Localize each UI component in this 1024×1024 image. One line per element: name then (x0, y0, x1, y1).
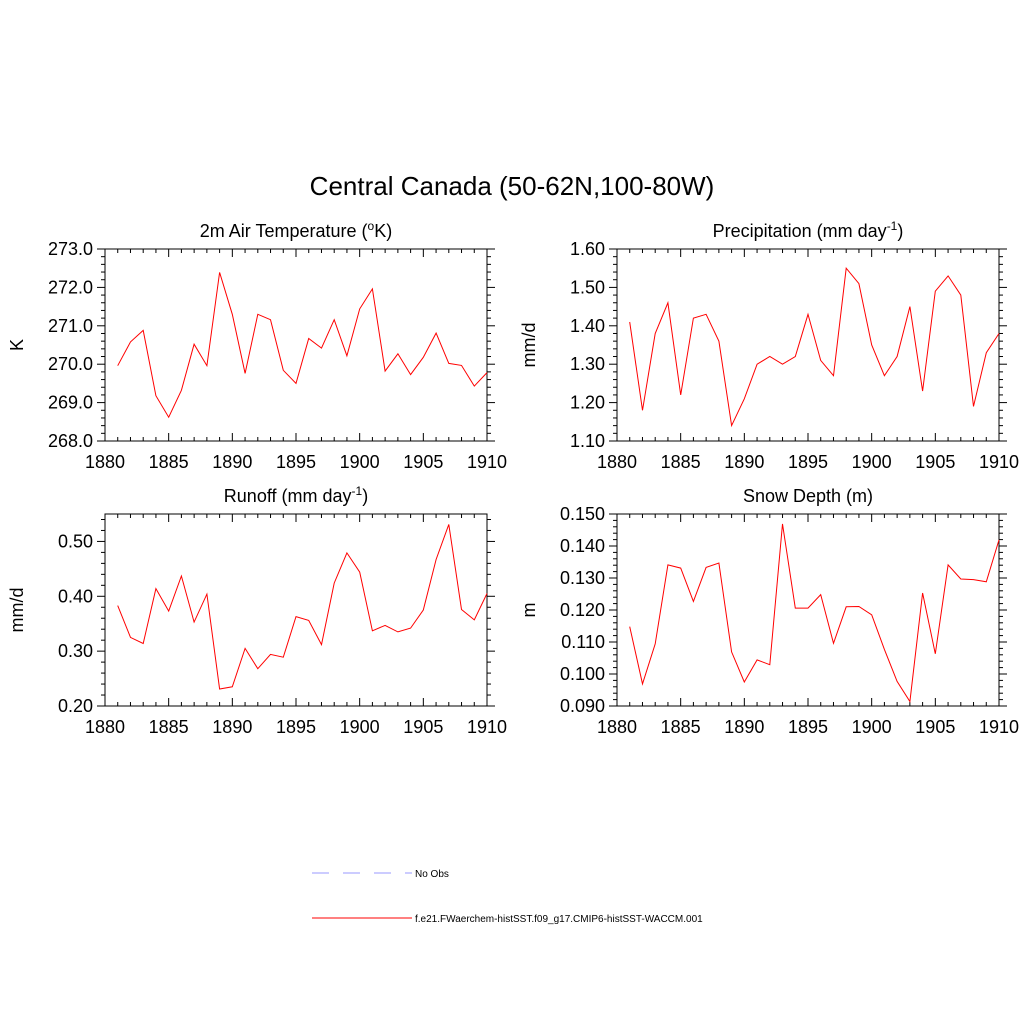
x-tick-label: 1885 (661, 717, 701, 737)
x-tick-label: 1895 (276, 717, 316, 737)
panel-title-superscript: -1 (887, 219, 898, 233)
y-tick-label: 0.120 (560, 600, 605, 620)
y-tick-label: 0.140 (560, 536, 605, 556)
x-tick-label: 1910 (979, 452, 1019, 472)
x-tick-label: 1890 (212, 452, 252, 472)
panel-title: Snow Depth (m) (743, 486, 873, 506)
x-tick-label: 1880 (85, 452, 125, 472)
y-tick-label: 0.110 (561, 632, 605, 652)
series-line (117, 272, 488, 419)
panel-title-main: Runoff (mm day (224, 486, 352, 506)
panel-title-rest: K) (374, 221, 392, 241)
y-tick-label: 1.20 (570, 393, 605, 413)
panel-title: Runoff (mm day-1) (224, 484, 368, 506)
x-tick-label: 1890 (724, 717, 764, 737)
y-tick-label: 0.090 (560, 696, 605, 716)
panel-title-rest: ) (897, 221, 903, 241)
legend-label-1: No Obs (415, 869, 449, 880)
x-tick-label: 1905 (915, 717, 955, 737)
legend-label-2: f.e21.FWaerchem-histSST.f09_g17.CMIP6-hi… (415, 914, 703, 925)
panel-title-main: Precipitation (mm day (713, 221, 887, 241)
x-tick-label: 1910 (979, 717, 1019, 737)
y-tick-label: 1.50 (570, 277, 605, 297)
x-tick-label: 1910 (467, 717, 507, 737)
x-tick-label: 1895 (788, 717, 828, 737)
panel-title: 2m Air Temperature (oK) (200, 219, 392, 241)
y-axis-label: mm/d (7, 588, 27, 633)
panel-title-superscript: o (368, 219, 375, 233)
x-tick-label: 1890 (212, 717, 252, 737)
x-tick-label: 1910 (467, 452, 507, 472)
plot-frame (616, 248, 1000, 442)
series-line (117, 524, 488, 690)
y-tick-label: 0.30 (58, 641, 93, 661)
x-tick-label: 1900 (340, 452, 380, 472)
x-tick-label: 1900 (852, 452, 892, 472)
x-tick-label: 1880 (85, 717, 125, 737)
series-line (629, 523, 1000, 703)
y-tick-label: 1.10 (570, 431, 605, 451)
x-tick-label: 1885 (149, 452, 189, 472)
y-tick-label: 1.60 (570, 239, 605, 259)
y-tick-label: 272.0 (48, 277, 93, 297)
y-tick-label: 269.0 (48, 393, 93, 413)
panel-3: Runoff (mm day-1) mm/d 1880 1885 1890 1895 190… (7, 484, 507, 737)
y-axis-label: m (519, 603, 539, 618)
x-tick-label: 1885 (661, 452, 701, 472)
y-axis-label: mm/d (519, 323, 539, 368)
y-tick-label: 0.20 (58, 696, 93, 716)
panel-title: Precipitation (mm day-1) (713, 219, 904, 241)
panel-title-main: Snow Depth (m) (743, 486, 873, 506)
y-tick-label: 0.150 (560, 504, 605, 524)
panel-1: 2m Air Temperature (oK) K 1880 1885 1890 1895… (7, 219, 507, 472)
figure-title: Central Canada (50-62N,100-80W) (310, 171, 715, 201)
x-tick-label: 1900 (340, 717, 380, 737)
y-tick-label: 270.0 (48, 354, 93, 374)
x-tick-label: 1880 (597, 452, 637, 472)
y-tick-label: 0.40 (58, 586, 93, 606)
y-tick-label: 268.0 (48, 431, 93, 451)
y-tick-label: 271.0 (48, 316, 93, 336)
x-tick-label: 1905 (403, 717, 443, 737)
panels: 2m Air Temperature (oK) K 1880 1885 1890 1895… (7, 219, 1019, 737)
x-tick-label: 1895 (276, 452, 316, 472)
y-tick-label: 0.50 (58, 531, 93, 551)
y-tick-label: 0.130 (560, 568, 605, 588)
panel-title-main: 2m Air Temperature ( (200, 221, 368, 241)
x-tick-label: 1900 (852, 717, 892, 737)
y-axis-label: K (7, 339, 27, 351)
y-tick-label: 0.100 (560, 664, 605, 684)
panel-4: Snow Depth (m) m 1880 1885 1890 1895 1900 1905 1… (519, 486, 1019, 737)
panel-title-rest: ) (362, 486, 368, 506)
x-tick-label: 1880 (597, 717, 637, 737)
y-tick-label: 273.0 (48, 239, 93, 259)
x-tick-label: 1885 (149, 717, 189, 737)
x-tick-label: 1905 (403, 452, 443, 472)
plot-frame (104, 513, 488, 707)
y-tick-label: 1.40 (570, 316, 605, 336)
panel-title-superscript: -1 (352, 484, 363, 498)
series-line (629, 266, 1000, 428)
x-tick-label: 1905 (915, 452, 955, 472)
x-tick-label: 1890 (724, 452, 764, 472)
x-tick-label: 1895 (788, 452, 828, 472)
y-tick-label: 1.30 (570, 354, 605, 374)
panel-2: Precipitation (mm day-1) mm/d 1880 1885 1890… (519, 219, 1019, 472)
legend: No Obs f.e21.FWaerchem-histSST.f09_g17.CM… (312, 869, 703, 925)
